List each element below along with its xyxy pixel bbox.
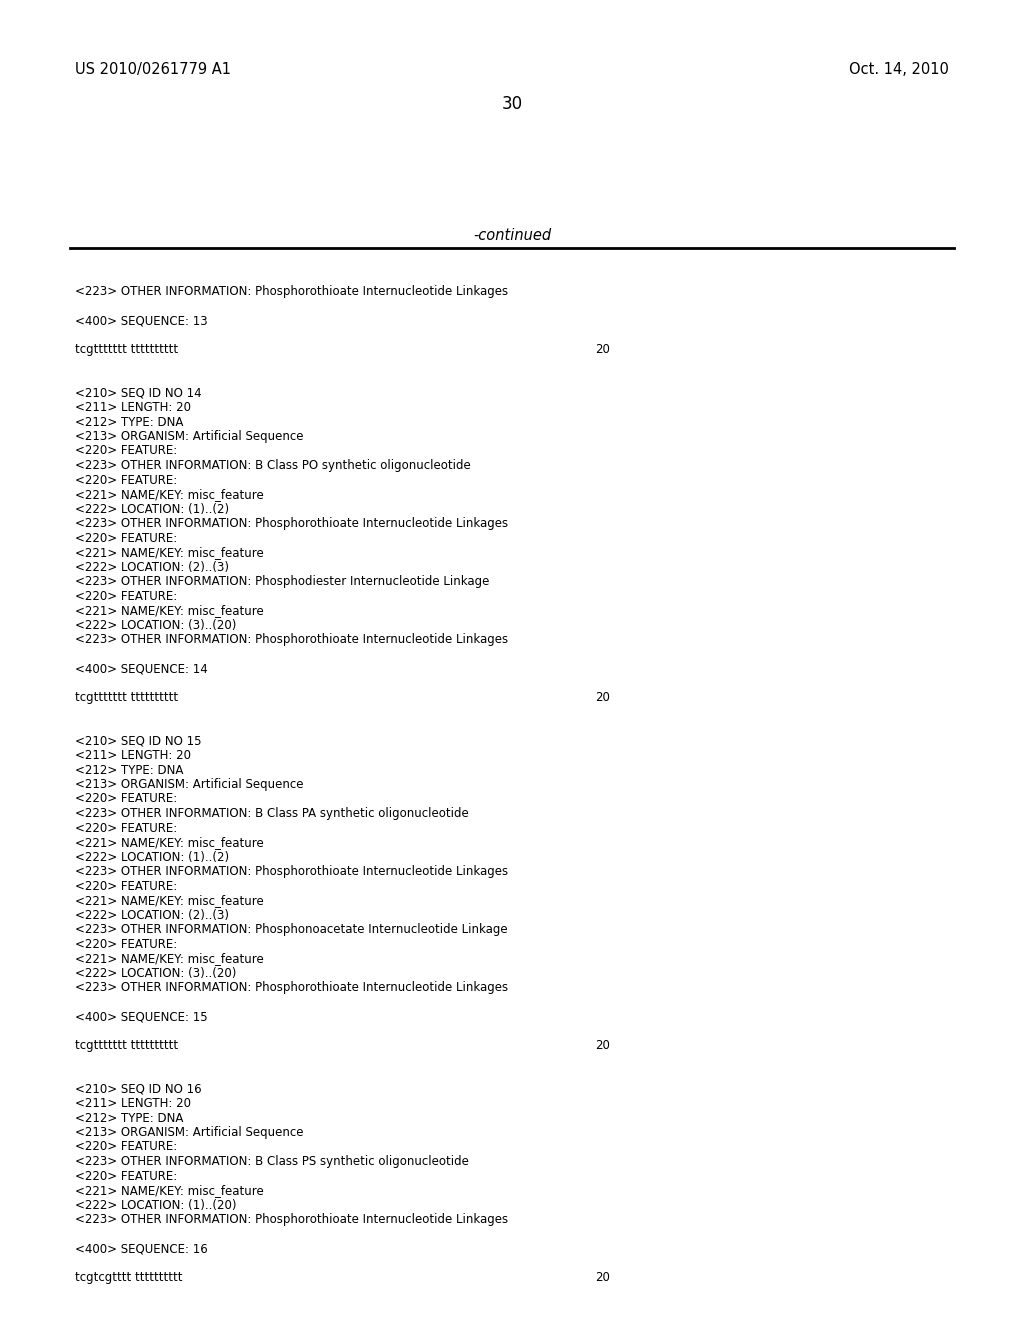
Text: <213> ORGANISM: Artificial Sequence: <213> ORGANISM: Artificial Sequence <box>75 777 303 791</box>
Text: tcgttttttt tttttttttt: tcgttttttt tttttttttt <box>75 690 178 704</box>
Text: tcgttttttt tttttttttt: tcgttttttt tttttttttt <box>75 1039 178 1052</box>
Text: <223> OTHER INFORMATION: Phosphorothioate Internucleotide Linkages: <223> OTHER INFORMATION: Phosphorothioat… <box>75 285 508 298</box>
Text: <400> SEQUENCE: 14: <400> SEQUENCE: 14 <box>75 663 208 675</box>
Text: <223> OTHER INFORMATION: Phosphodiester Internucleotide Linkage: <223> OTHER INFORMATION: Phosphodiester … <box>75 576 489 587</box>
Text: <221> NAME/KEY: misc_feature: <221> NAME/KEY: misc_feature <box>75 1184 264 1197</box>
Text: <212> TYPE: DNA: <212> TYPE: DNA <box>75 763 183 776</box>
Text: <223> OTHER INFORMATION: Phosphorothioate Internucleotide Linkages: <223> OTHER INFORMATION: Phosphorothioat… <box>75 517 508 531</box>
Text: <400> SEQUENCE: 15: <400> SEQUENCE: 15 <box>75 1010 208 1023</box>
Text: <222> LOCATION: (3)..(20): <222> LOCATION: (3)..(20) <box>75 966 237 979</box>
Text: <222> LOCATION: (3)..(20): <222> LOCATION: (3)..(20) <box>75 619 237 631</box>
Text: 30: 30 <box>502 95 522 114</box>
Text: tcgttttttt tttttttttt: tcgttttttt tttttttttt <box>75 343 178 356</box>
Text: <223> OTHER INFORMATION: B Class PA synthetic oligonucleotide: <223> OTHER INFORMATION: B Class PA synt… <box>75 807 469 820</box>
Text: <221> NAME/KEY: misc_feature: <221> NAME/KEY: misc_feature <box>75 605 264 616</box>
Text: <222> LOCATION: (1)..(2): <222> LOCATION: (1)..(2) <box>75 850 229 863</box>
Text: <400> SEQUENCE: 13: <400> SEQUENCE: 13 <box>75 314 208 327</box>
Text: <400> SEQUENCE: 16: <400> SEQUENCE: 16 <box>75 1242 208 1255</box>
Text: <223> OTHER INFORMATION: Phosphorothioate Internucleotide Linkages: <223> OTHER INFORMATION: Phosphorothioat… <box>75 981 508 994</box>
Text: <220> FEATURE:: <220> FEATURE: <box>75 532 177 544</box>
Text: <222> LOCATION: (2)..(3): <222> LOCATION: (2)..(3) <box>75 561 229 573</box>
Text: US 2010/0261779 A1: US 2010/0261779 A1 <box>75 62 231 77</box>
Text: <212> TYPE: DNA: <212> TYPE: DNA <box>75 416 183 429</box>
Text: <210> SEQ ID NO 14: <210> SEQ ID NO 14 <box>75 387 202 400</box>
Text: <223> OTHER INFORMATION: Phosphonoacetate Internucleotide Linkage: <223> OTHER INFORMATION: Phosphonoacetat… <box>75 923 508 936</box>
Text: <220> FEATURE:: <220> FEATURE: <box>75 937 177 950</box>
Text: <211> LENGTH: 20: <211> LENGTH: 20 <box>75 1097 191 1110</box>
Text: <210> SEQ ID NO 15: <210> SEQ ID NO 15 <box>75 734 202 747</box>
Text: <221> NAME/KEY: misc_feature: <221> NAME/KEY: misc_feature <box>75 836 264 849</box>
Text: <223> OTHER INFORMATION: Phosphorothioate Internucleotide Linkages: <223> OTHER INFORMATION: Phosphorothioat… <box>75 865 508 878</box>
Text: <223> OTHER INFORMATION: Phosphorothioate Internucleotide Linkages: <223> OTHER INFORMATION: Phosphorothioat… <box>75 634 508 645</box>
Text: <223> OTHER INFORMATION: Phosphorothioate Internucleotide Linkages: <223> OTHER INFORMATION: Phosphorothioat… <box>75 1213 508 1226</box>
Text: 20: 20 <box>595 343 610 356</box>
Text: <223> OTHER INFORMATION: B Class PS synthetic oligonucleotide: <223> OTHER INFORMATION: B Class PS synt… <box>75 1155 469 1168</box>
Text: <220> FEATURE:: <220> FEATURE: <box>75 792 177 805</box>
Text: <221> NAME/KEY: misc_feature: <221> NAME/KEY: misc_feature <box>75 488 264 502</box>
Text: <220> FEATURE:: <220> FEATURE: <box>75 821 177 834</box>
Text: <213> ORGANISM: Artificial Sequence: <213> ORGANISM: Artificial Sequence <box>75 430 303 444</box>
Text: <222> LOCATION: (1)..(2): <222> LOCATION: (1)..(2) <box>75 503 229 516</box>
Text: 20: 20 <box>595 1271 610 1284</box>
Text: 20: 20 <box>595 1039 610 1052</box>
Text: <221> NAME/KEY: misc_feature: <221> NAME/KEY: misc_feature <box>75 894 264 907</box>
Text: <211> LENGTH: 20: <211> LENGTH: 20 <box>75 401 191 414</box>
Text: <222> LOCATION: (1)..(20): <222> LOCATION: (1)..(20) <box>75 1199 237 1212</box>
Text: -continued: -continued <box>473 228 551 243</box>
Text: 20: 20 <box>595 690 610 704</box>
Text: <211> LENGTH: 20: <211> LENGTH: 20 <box>75 748 191 762</box>
Text: <210> SEQ ID NO 16: <210> SEQ ID NO 16 <box>75 1082 202 1096</box>
Text: tcgtcgtttt tttttttttt: tcgtcgtttt tttttttttt <box>75 1271 182 1284</box>
Text: <220> FEATURE:: <220> FEATURE: <box>75 445 177 458</box>
Text: <213> ORGANISM: Artificial Sequence: <213> ORGANISM: Artificial Sequence <box>75 1126 303 1139</box>
Text: <221> NAME/KEY: misc_feature: <221> NAME/KEY: misc_feature <box>75 546 264 558</box>
Text: <212> TYPE: DNA: <212> TYPE: DNA <box>75 1111 183 1125</box>
Text: Oct. 14, 2010: Oct. 14, 2010 <box>849 62 949 77</box>
Text: <220> FEATURE:: <220> FEATURE: <box>75 590 177 602</box>
Text: <220> FEATURE:: <220> FEATURE: <box>75 1140 177 1154</box>
Text: <221> NAME/KEY: misc_feature: <221> NAME/KEY: misc_feature <box>75 952 264 965</box>
Text: <220> FEATURE:: <220> FEATURE: <box>75 474 177 487</box>
Text: <222> LOCATION: (2)..(3): <222> LOCATION: (2)..(3) <box>75 908 229 921</box>
Text: <223> OTHER INFORMATION: B Class PO synthetic oligonucleotide: <223> OTHER INFORMATION: B Class PO synt… <box>75 459 471 473</box>
Text: <220> FEATURE:: <220> FEATURE: <box>75 879 177 892</box>
Text: <220> FEATURE:: <220> FEATURE: <box>75 1170 177 1183</box>
